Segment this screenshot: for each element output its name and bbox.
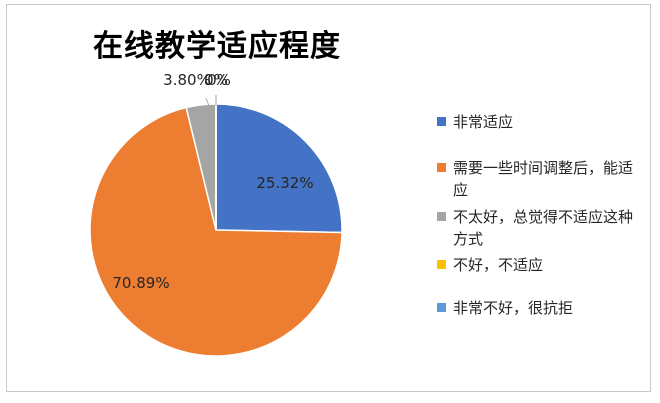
pie-slice-1 [215, 103, 343, 234]
data-label-5: 0% [207, 71, 231, 89]
legend-swatch-2 [437, 163, 446, 172]
legend-item-3: 不太好，总觉得不适应这种方式 [437, 206, 647, 250]
data-label-1: 25.32% [256, 174, 313, 192]
chart-title: 在线教学适应程度 [93, 29, 341, 64]
legend-item-5: 非常不好，很抗拒 [437, 297, 647, 319]
legend-item-4: 不好，不适应 [437, 254, 647, 276]
legend-label-4: 不好，不适应 [453, 256, 544, 274]
legend-swatch-1 [437, 117, 446, 126]
legend-label-1: 非常适应 [453, 113, 514, 131]
leader-line-1 [205, 97, 210, 107]
legend-label-3: 不太好，总觉得不适应这种方式 [453, 208, 634, 248]
legend-label-5: 非常不好，很抗拒 [453, 299, 574, 317]
pie-slice-2 [89, 106, 343, 357]
legend-item-1: 非常适应 [437, 111, 647, 133]
legend-label-2: 需要一些时间调整后，能适应 [453, 159, 634, 199]
data-label-4: 0% [204, 71, 228, 89]
chart-frame: 在线教学适应程度 25.32% 70.89% 3.80% 0% 0% 非常适应 需要一些时… [6, 4, 651, 392]
legend-swatch-3 [437, 212, 446, 221]
data-label-3: 3.80% [163, 71, 211, 89]
legend-swatch-4 [437, 260, 446, 269]
pie-chart: 25.32%70.89%3.80%0%0% [89, 71, 343, 357]
legend-item-2: 需要一些时间调整后，能适应 [437, 157, 647, 201]
data-label-2: 70.89% [112, 274, 169, 292]
legend-swatch-5 [437, 303, 446, 312]
